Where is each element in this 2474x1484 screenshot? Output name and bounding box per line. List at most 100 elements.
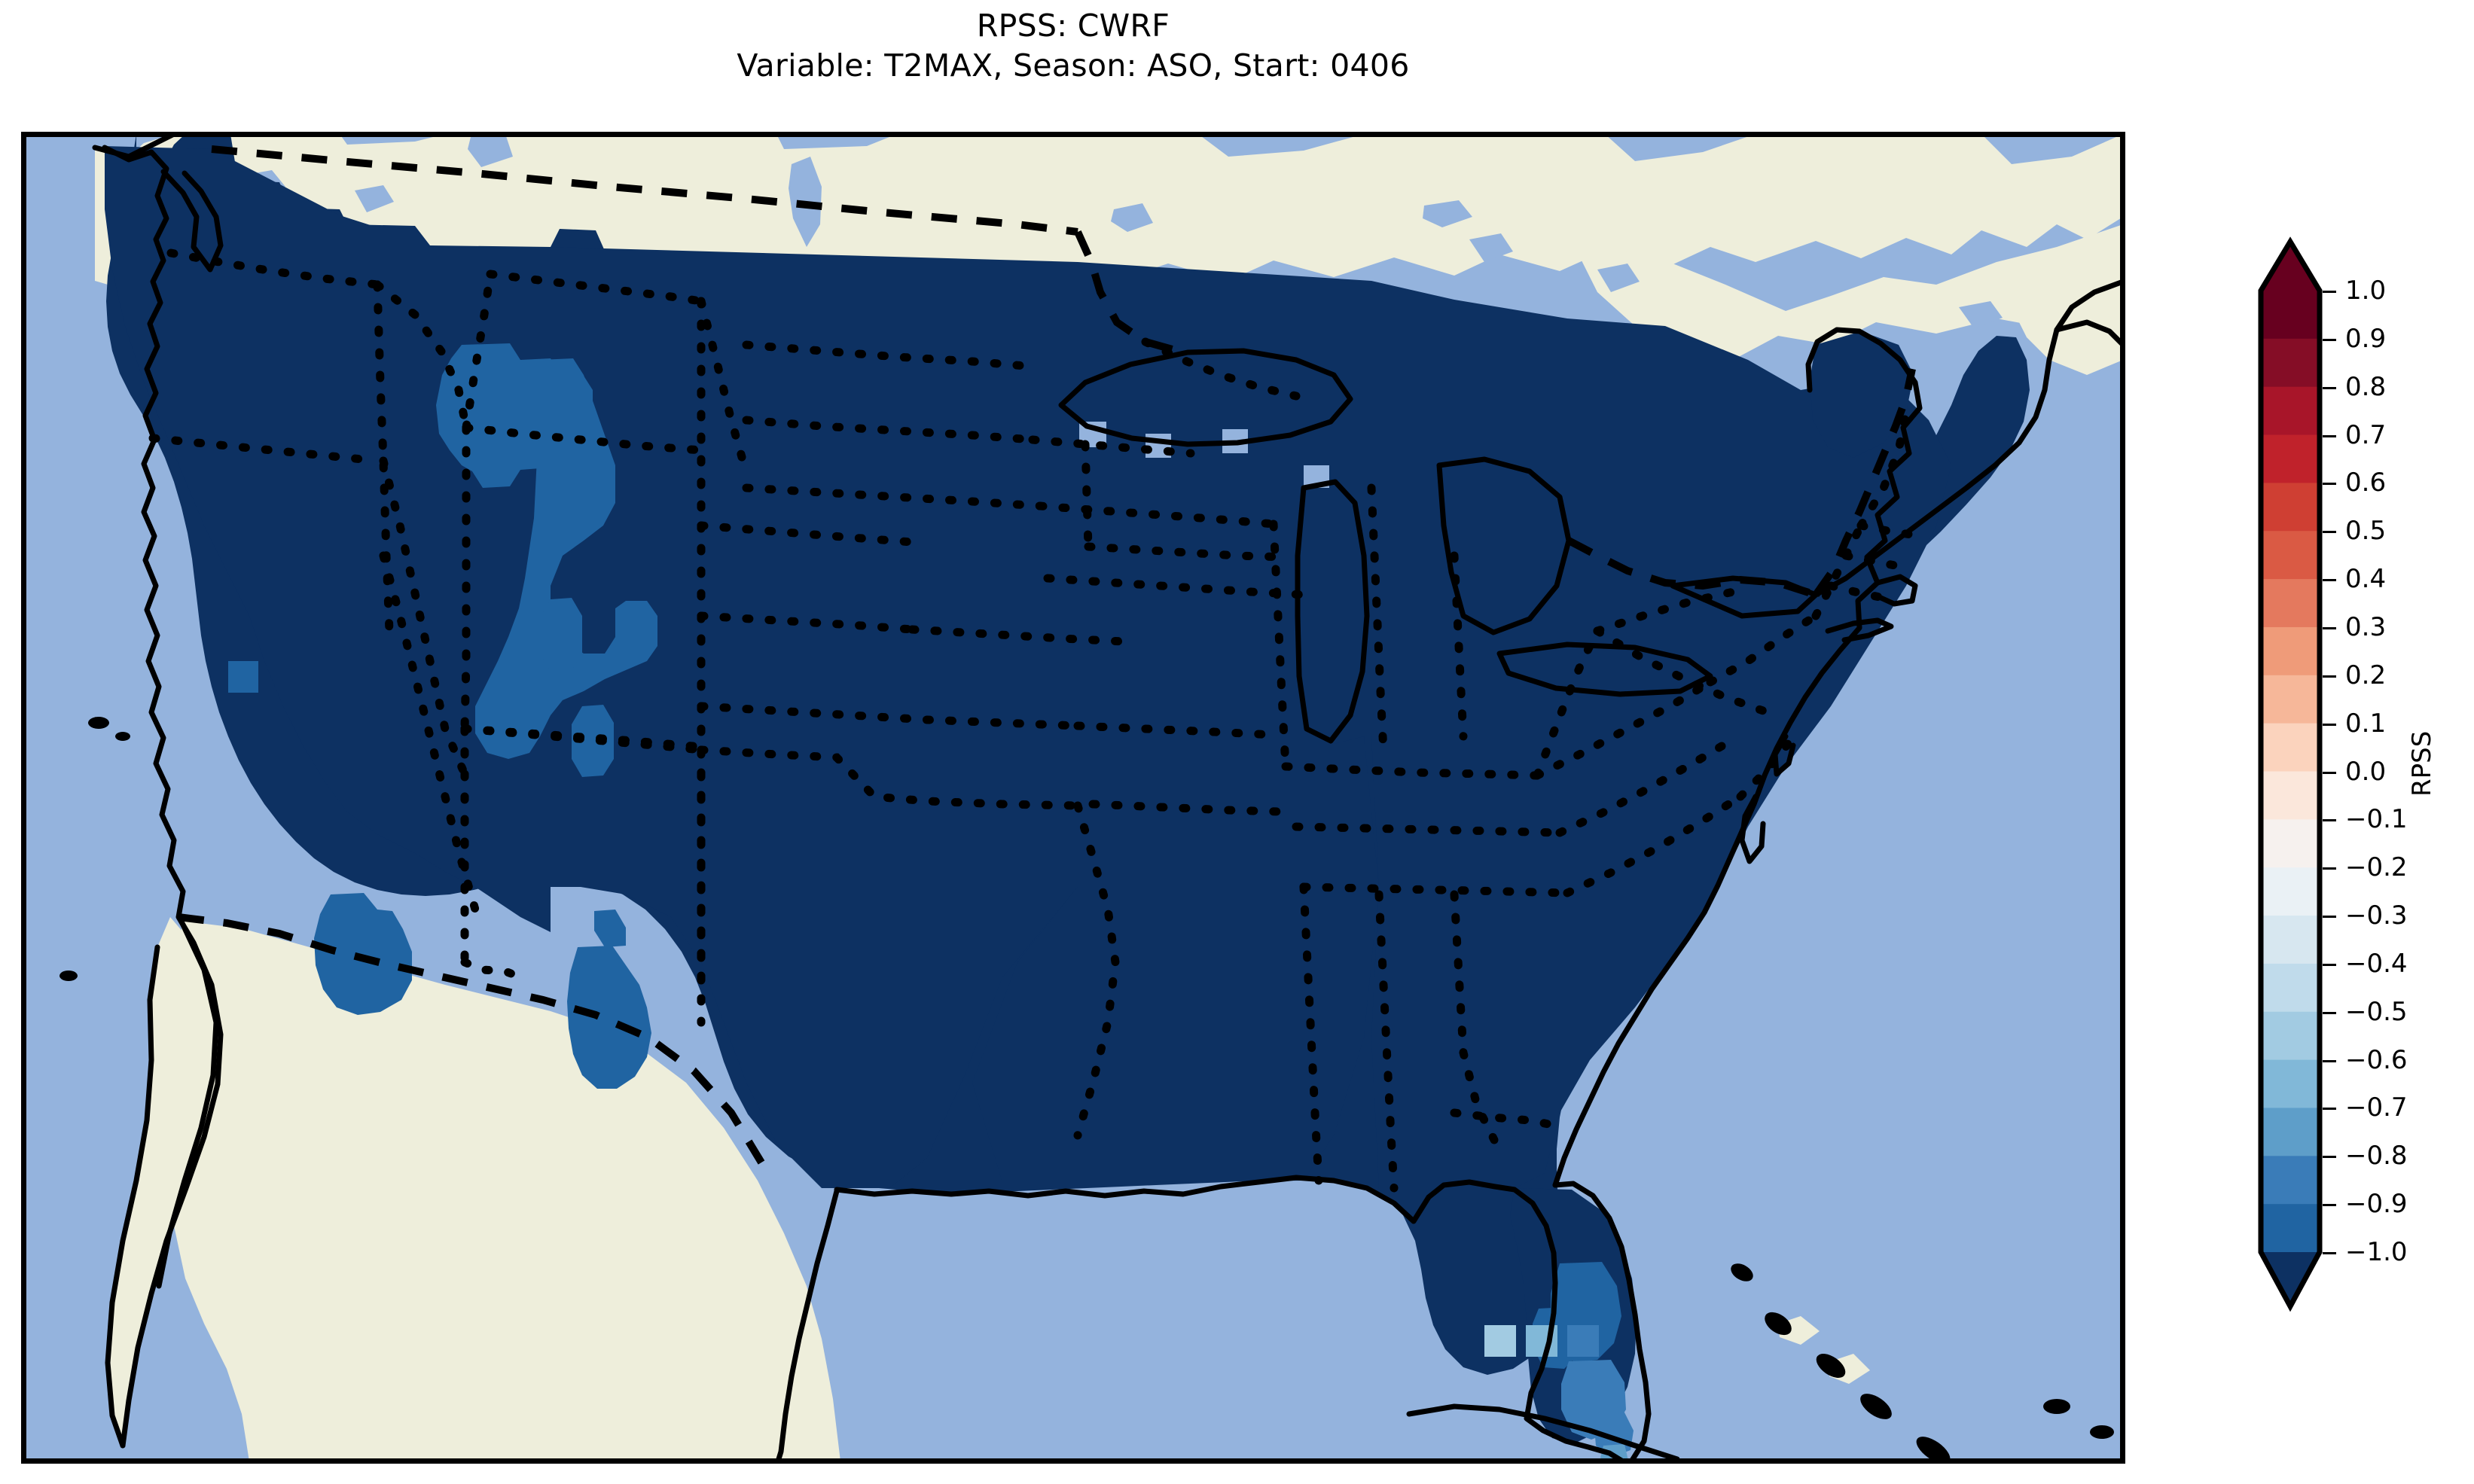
colorbar-tick-label: −0.1: [2345, 804, 2408, 835]
rpss-northeast-extension: [1810, 331, 1914, 458]
colorbar-tick-mark: [2323, 626, 2336, 629]
map-axes[interactable]: [21, 132, 2125, 1464]
colorbar-tick-mark: [2323, 723, 2336, 726]
coast-mexico-gulf: [775, 1188, 840, 1461]
colorbar-tick-label: −0.7: [2345, 1092, 2408, 1123]
colorbar-tick-mark: [2323, 819, 2336, 822]
colorbar-tick-label: 0.1: [2345, 708, 2387, 739]
colorbar-tick-label: 0.7: [2345, 419, 2387, 450]
colorbar-tick-label: 0.8: [2345, 371, 2387, 402]
colorbar-tick-mark: [2323, 531, 2336, 534]
colorbar-tick-label: −0.4: [2345, 948, 2408, 979]
colorbar-tick-label: 0.0: [2345, 756, 2387, 787]
land-baja: [108, 917, 221, 1444]
small-lake-d: [1597, 264, 1640, 292]
colorbar-swatches: [2258, 236, 2323, 1312]
colorbar-tick-mark: [2323, 1011, 2336, 1014]
colorbar-swatch: [2261, 1156, 2320, 1205]
rpss-conus-central: [551, 247, 1078, 1188]
coastlines: [59, 134, 2123, 1461]
rpss-data-field: [105, 134, 2030, 1461]
colorbar-swatch: [2261, 819, 2320, 868]
colorbar-tick-label: 0.6: [2345, 468, 2387, 498]
border-mexico: [178, 913, 765, 1165]
keys-cell-3: [1567, 1325, 1599, 1357]
coast-channel-islands: [59, 717, 130, 981]
coast-lake-superior: [1058, 348, 1353, 447]
colorbar-tick-mark: [2323, 1156, 2336, 1159]
coast-canada-east: [1813, 279, 2123, 598]
land-mexico: [170, 921, 840, 1461]
colorbar-tick-label: 0.2: [2345, 660, 2387, 690]
colorbar-tick-label: −0.2: [2345, 852, 2408, 883]
colorbar-tick-mark: [2323, 338, 2336, 341]
colorbar-tick-mark: [2323, 916, 2336, 919]
colorbar-tick-mark: [2323, 1108, 2336, 1111]
colorbar-swatch: [2261, 579, 2320, 628]
rpss-cells-keys: [1484, 1325, 1599, 1357]
colorbar-tick-mark: [2323, 291, 2336, 293]
small-lake-b: [1423, 200, 1472, 227]
coast-newfoundland: [2054, 319, 2123, 348]
colorbar-swatch: [2261, 963, 2320, 1013]
land-quebec: [1575, 224, 2123, 360]
colorbar-swatch: [2261, 1059, 2320, 1109]
colorbar-tick-label: −1.0: [2345, 1237, 2408, 1267]
keys-cell-1: [1484, 1325, 1516, 1357]
rpss-conus-midwest: [972, 262, 1379, 1182]
colorbar-swatch: [2261, 531, 2320, 580]
colorbar-swatch: [2261, 723, 2320, 772]
coast-gulf-california: [156, 919, 219, 1289]
colorbar[interactable]: 1.0 0.9 0.8 0.7 0.6 0.5 0.4 0.3 0.2 0.1 0.0 −0.1 −0.…: [2258, 236, 2408, 1355]
coast-capecod: [1875, 574, 1918, 607]
rpss-conus-east: [1371, 281, 1951, 1188]
colorbar-tick-mark: [2323, 579, 2336, 582]
coast-canada-north: [92, 134, 177, 160]
colorbar-tick-mark: [2323, 771, 2336, 774]
colorbar-swatch: [2261, 483, 2320, 532]
map-canvas: [23, 134, 2123, 1461]
colorbar-tick-label: −0.9: [2345, 1189, 2408, 1220]
small-lake-c: [1469, 233, 1513, 262]
colorbar-swatch: [2261, 1108, 2320, 1156]
coast-chesapeake: [1739, 794, 1766, 864]
colorbar-tick-mark: [2323, 1204, 2336, 1207]
colorbar-tick-label: 0.5: [2345, 516, 2387, 547]
colorbar-swatch: [2261, 386, 2320, 436]
coast-lake-michigan: [1295, 479, 1370, 744]
coast-west: [102, 145, 224, 1449]
coast-delaware: [1772, 733, 1796, 777]
colorbar-swatch: [2261, 675, 2320, 724]
colorbar-swatch: [2261, 1011, 2320, 1061]
colorbar-tick-mark: [2323, 1059, 2336, 1062]
colorbar-tick-label: 0.3: [2345, 611, 2387, 642]
colorbar-axis-label: RPSS: [2407, 730, 2437, 797]
colorbar-tick-label: 0.4: [2345, 564, 2387, 595]
coast-east: [1552, 327, 1923, 1188]
colorbar-tick-label: −0.8: [2345, 1141, 2408, 1172]
colorbar-tick-mark: [2323, 1252, 2336, 1254]
small-lake-a: [1111, 203, 1153, 232]
colorbar-swatch: [2261, 291, 2320, 340]
colorbar-swatch: [2261, 867, 2320, 916]
coast-gulf: [834, 1175, 1628, 1461]
coast-baja-west: [105, 944, 160, 1449]
small-lake-f: [355, 185, 394, 212]
state-borders: [148, 248, 1926, 1193]
coast-puget: [160, 169, 224, 273]
colorbar-tick-label: 0.9: [2345, 323, 2387, 354]
title-line-1: RPSS: CWRF: [976, 8, 1170, 44]
coast-lake-huron: [1436, 456, 1572, 635]
colorbar-tick-label: 1.0: [2345, 276, 2387, 306]
small-lake-g: [468, 134, 513, 167]
coast-florida-atlantic: [1552, 1181, 1652, 1461]
colorbar-tick-mark: [2323, 386, 2336, 389]
colorbar-extend-max: [2261, 242, 2320, 291]
colorbar-tick-mark: [2323, 963, 2336, 966]
colorbar-extend-min: [2261, 1252, 2320, 1306]
colorbar-tick-mark: [2323, 483, 2336, 486]
colorbar-ticks: 1.0 0.9 0.8 0.7 0.6 0.5 0.4 0.3 0.2 0.1 0.0 −0.1 −0.…: [2323, 237, 2474, 1306]
colorbar-tick-label: −0.3: [2345, 900, 2408, 931]
colorbar-tick-mark: [2323, 867, 2336, 870]
colorbar-swatch: [2261, 434, 2320, 483]
